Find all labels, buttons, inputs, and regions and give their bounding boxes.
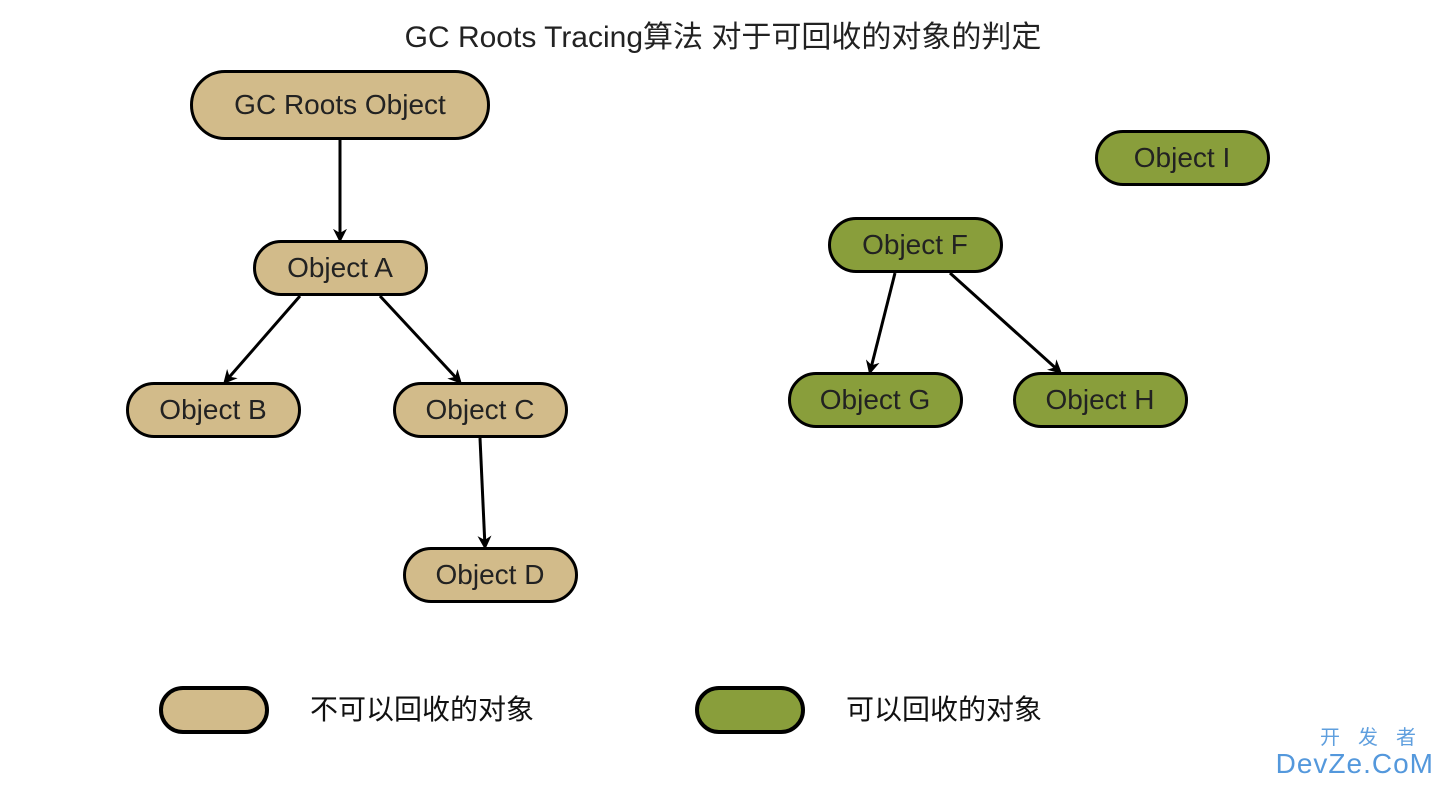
legend-label-recyclable: 可以回收的对象 xyxy=(846,686,1042,734)
edge-A-B xyxy=(225,296,300,382)
node-object-b: Object B xyxy=(126,382,301,438)
node-label: GC Roots Object xyxy=(234,89,446,121)
watermark-line2: DevZe.CoM xyxy=(1276,749,1434,778)
watermark-line1: 开发者 xyxy=(1276,728,1434,749)
node-label: Object H xyxy=(1046,384,1155,416)
diagram-title: GC Roots Tracing算法 对于可回收的对象的判定 xyxy=(0,12,1446,56)
node-label: Object D xyxy=(436,559,545,591)
legend-swatch-recyclable xyxy=(695,686,805,734)
node-label: Object C xyxy=(426,394,535,426)
node-object-i: Object I xyxy=(1095,130,1270,186)
diagram-canvas: { "title": { "text": "GC Roots Tracing算法… xyxy=(0,0,1446,786)
edge-F-H xyxy=(950,273,1060,372)
edge-A-C xyxy=(380,296,460,382)
node-label: Object I xyxy=(1134,142,1230,174)
node-object-h: Object H xyxy=(1013,372,1188,428)
node-object-c: Object C xyxy=(393,382,568,438)
edge-F-G xyxy=(870,273,895,372)
node-object-g: Object G xyxy=(788,372,963,428)
node-object-a: Object A xyxy=(253,240,428,296)
node-label: Object G xyxy=(820,384,930,416)
node-object-f: Object F xyxy=(828,217,1003,273)
legend-swatch-unrecyclable xyxy=(159,686,269,734)
node-label: Object B xyxy=(159,394,266,426)
edge-C-D xyxy=(480,438,485,547)
watermark: 开发者 DevZe.CoM xyxy=(1276,728,1434,778)
node-label: Object F xyxy=(862,229,968,261)
node-gc-root: GC Roots Object xyxy=(190,70,490,140)
node-label: Object A xyxy=(287,252,393,284)
legend-label-unrecyclable: 不可以回收的对象 xyxy=(310,686,534,734)
node-object-d: Object D xyxy=(403,547,578,603)
